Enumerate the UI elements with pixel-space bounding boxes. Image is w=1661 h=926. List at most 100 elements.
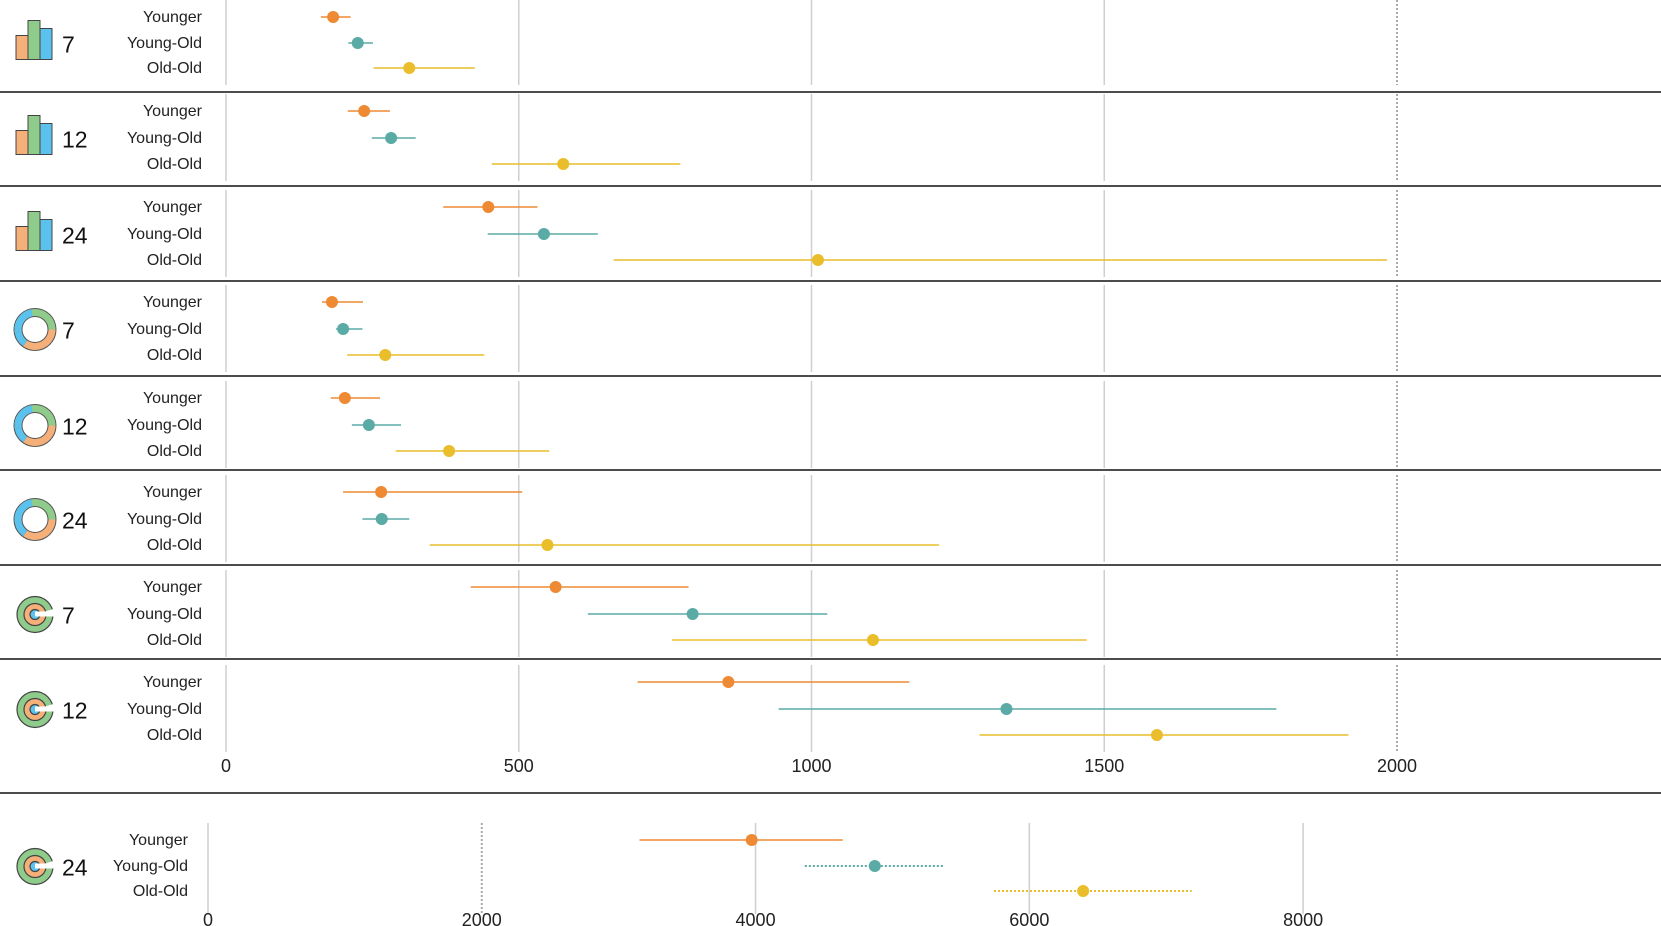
donut-icon-blue — [14, 331, 28, 347]
radial-bar-icon — [16, 847, 55, 886]
category-label: Old-Old — [147, 537, 202, 554]
category-label: Young-Old — [127, 35, 202, 52]
x-tick-label: 4000 — [736, 910, 776, 926]
x-tick-label: 1000 — [791, 756, 831, 776]
category-label: Old-Old — [147, 632, 202, 649]
point-marker — [745, 834, 758, 846]
chart-panel-4: 7 Younger Young-Old Old-Old — [0, 285, 1661, 377]
radial-icon-gap-bar — [35, 863, 55, 869]
category-label: Younger — [143, 579, 203, 596]
point-marker — [403, 62, 416, 74]
point-marker — [482, 201, 495, 213]
point-marker — [1150, 729, 1163, 741]
x-tick-label: 2000 — [462, 910, 502, 926]
category-label: Old-Old — [147, 347, 202, 364]
donut-chart-icon — [13, 404, 57, 447]
chart-panel-6: 24 Younger Young-Old Old-Old — [0, 475, 1661, 566]
chart-panel-5: 12 Younger Young-Old Old-Old — [0, 381, 1661, 471]
point-marker — [327, 11, 340, 23]
bar-chart-icon — [15, 20, 53, 60]
category-label: Young-Old — [127, 226, 202, 243]
bar-chart-icon — [15, 211, 53, 251]
point-marker — [375, 486, 388, 498]
count-label: 7 — [62, 318, 75, 344]
count-label: 24 — [62, 223, 88, 249]
chart-panel-2: 12 Younger Young-Old Old-Old — [0, 94, 1661, 187]
bar-chart-icon — [15, 115, 53, 155]
point-marker — [338, 392, 351, 404]
category-label: Younger — [143, 390, 203, 407]
point-marker — [358, 105, 371, 117]
category-label: Younger — [143, 103, 203, 120]
chart-panel-8: 12 Younger Young-Old Old-Old 0 500 1000 1500 200… — [0, 665, 1661, 794]
bar-icon-green — [27, 115, 41, 155]
radial-icon-gap-bar — [35, 706, 55, 712]
bar-icon-blue — [39, 219, 53, 251]
x-tick-label: 500 — [504, 756, 534, 776]
point-marker — [362, 419, 375, 431]
point-marker — [811, 254, 824, 266]
count-label: 24 — [62, 855, 88, 881]
count-label: 12 — [62, 414, 88, 440]
category-label: Young-Old — [127, 701, 202, 718]
category-label: Young-Old — [127, 417, 202, 434]
donut-icon-blue-2 — [14, 405, 33, 430]
x-tick-label: 0 — [221, 756, 231, 776]
category-label: Younger — [143, 294, 203, 311]
category-label: Old-Old — [147, 443, 202, 460]
radial-bar-icon — [16, 690, 55, 729]
count-label: 12 — [62, 127, 88, 153]
category-label: Younger — [143, 9, 203, 26]
category-label: Young-Old — [127, 606, 202, 623]
x-tick-label: 0 — [203, 910, 213, 926]
category-label: Young-Old — [127, 130, 202, 147]
bar-icon-orange — [15, 226, 29, 251]
count-label: 24 — [62, 508, 88, 534]
category-label: Old-Old — [147, 252, 202, 269]
bar-icon-green — [27, 211, 41, 251]
count-label: 7 — [62, 32, 75, 58]
point-marker — [351, 37, 364, 49]
donut-icon-orange — [23, 519, 56, 540]
point-marker — [1077, 885, 1090, 897]
category-label: Younger — [143, 674, 203, 691]
category-label: Younger — [143, 199, 203, 216]
radial-bar-icon — [16, 595, 55, 634]
radial-icon-gap-bar — [35, 611, 55, 617]
category-label: Younger — [143, 484, 203, 501]
category-label: Old-Old — [133, 883, 188, 900]
category-label: Younger — [129, 832, 189, 849]
point-marker — [1000, 703, 1013, 715]
donut-icon-blue — [14, 427, 28, 443]
point-marker — [375, 513, 388, 525]
point-marker — [379, 349, 392, 361]
bar-icon-blue — [39, 28, 53, 60]
point-marker — [541, 539, 554, 551]
count-label: 12 — [62, 698, 88, 724]
donut-icon-orange — [23, 425, 56, 446]
category-label: Old-Old — [147, 60, 202, 77]
category-label: Old-Old — [147, 156, 202, 173]
category-label: Young-Old — [127, 511, 202, 528]
chart-panel-3: 24 Younger Young-Old Old-Old — [0, 190, 1661, 282]
point-marker — [385, 132, 398, 144]
donut-icon-blue-2 — [14, 309, 33, 334]
bar-icon-orange — [15, 130, 29, 155]
donut-chart-icon — [13, 308, 57, 351]
point-marker — [537, 228, 550, 240]
bar-icon-blue — [39, 123, 53, 155]
point-marker — [557, 158, 570, 170]
point-marker — [337, 323, 350, 335]
x-tick-label: 6000 — [1009, 910, 1049, 926]
bar-icon-green — [27, 20, 41, 60]
category-label: Young-Old — [113, 858, 188, 875]
x-tick-label: 8000 — [1283, 910, 1323, 926]
chart-panel-9: 24 Younger Young-Old Old-Old 0 2000 4000 6000 80… — [16, 823, 1323, 926]
point-marker — [686, 608, 699, 620]
donut-icon-blue — [14, 521, 28, 537]
point-marker — [722, 676, 735, 688]
chart-panel-1: 7 Younger Young-Old Old-Old — [0, 0, 1661, 93]
category-label: Old-Old — [147, 727, 202, 744]
chart-panel-7: 7 Younger Young-Old Old-Old — [0, 570, 1661, 660]
